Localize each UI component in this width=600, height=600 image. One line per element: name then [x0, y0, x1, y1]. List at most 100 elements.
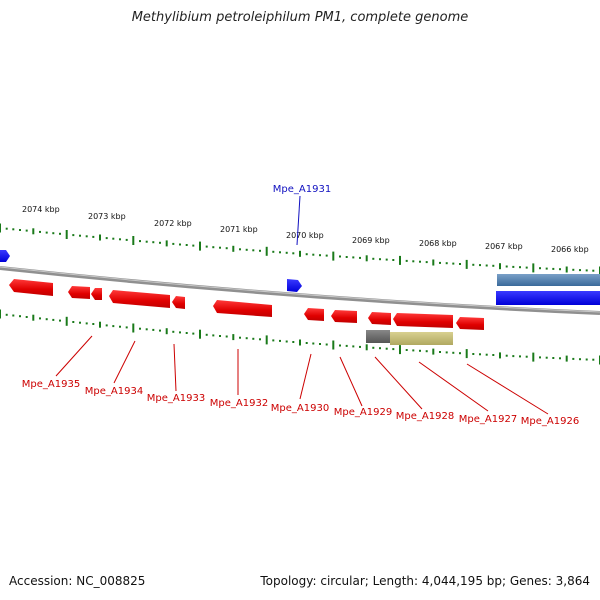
ruler-minor-tick	[352, 345, 355, 348]
gene-label-bottom[interactable]: Mpe_A1930	[271, 403, 329, 414]
ruler-minor-tick	[92, 235, 95, 238]
ruler-minor-tick	[452, 351, 455, 354]
ruler-minor-tick	[239, 336, 241, 339]
ruler-minor-tick	[485, 353, 488, 356]
ruler-minor-tick	[119, 238, 121, 241]
reverse-gene-mpe-a1928[interactable]	[368, 312, 391, 325]
ruler-minor-tick	[539, 356, 541, 359]
ruler-label: 2072 kbp	[154, 219, 192, 228]
reverse-gene[interactable]	[172, 296, 185, 309]
ruler-minor-tick	[279, 251, 281, 254]
ruler-minor-tick	[19, 315, 21, 318]
ruler-minor-tick	[339, 344, 341, 347]
accession-text: Accession: NC_008825	[9, 574, 146, 588]
ruler-minor-tick	[405, 349, 408, 351]
reverse-gene-mpe-a1934[interactable]	[68, 286, 90, 299]
gene-label-bottom[interactable]: Mpe_A1927	[459, 414, 517, 425]
genome-title: Methylibium petroleiphilum PM1, complete…	[131, 10, 469, 25]
ruler-minor-tick	[365, 344, 368, 351]
ruler-major-tick	[265, 335, 268, 345]
ruler-minor-tick	[5, 313, 8, 316]
gene-label-bottom[interactable]: Mpe_A1935	[22, 379, 80, 390]
gene-label-bottom[interactable]: Mpe_A1926	[521, 416, 579, 427]
ruler-minor-tick	[85, 235, 88, 238]
ruler-minor-tick	[485, 264, 488, 267]
ruler-label: 2067 kbp	[485, 242, 523, 251]
feature-block[interactable]	[390, 332, 453, 345]
gene-label-bottom[interactable]: Mpe_A1928	[396, 411, 454, 422]
ruler-minor-tick	[145, 240, 148, 243]
ruler-minor-tick	[125, 238, 128, 241]
ruler-minor-tick	[185, 244, 188, 246]
ruler-major-tick	[0, 309, 1, 319]
gene-label-bottom[interactable]: Mpe_A1932	[210, 398, 268, 409]
reverse-gene-mpe-a1932[interactable]	[213, 300, 272, 317]
ruler-minor-tick	[32, 314, 35, 321]
ruler-minor-tick	[565, 266, 568, 273]
reverse-gene-mpe-a1930[interactable]	[304, 308, 324, 321]
reverse-gene-mpe-a1926[interactable]	[456, 317, 484, 330]
ruler-minor-tick	[419, 349, 421, 352]
forward-gene-mpe-a1931[interactable]	[287, 279, 302, 292]
ruler-minor-tick	[72, 321, 75, 323]
forward-gene[interactable]	[496, 291, 600, 305]
ruler-minor-tick	[579, 358, 581, 361]
ruler-minor-tick	[92, 323, 95, 325]
ruler-minor-tick	[345, 344, 348, 347]
ruler-minor-tick	[139, 327, 141, 330]
reverse-gene-mpe-a1927[interactable]	[393, 313, 453, 328]
ruler-minor-tick	[279, 339, 281, 342]
reverse-gene-mpe-a1935[interactable]	[9, 279, 53, 296]
ruler-minor-tick	[512, 265, 515, 268]
ruler-minor-tick	[285, 251, 288, 254]
ruler-minor-tick	[385, 258, 388, 261]
reverse-gene-mpe-a1929[interactable]	[331, 310, 357, 323]
ruler-major-tick	[399, 345, 401, 355]
ruler-minor-tick	[152, 241, 155, 244]
ruler-minor-tick	[259, 338, 261, 341]
ruler-minor-tick	[139, 240, 141, 243]
ruler-track-top	[0, 223, 600, 276]
ruler-minor-tick	[545, 267, 548, 270]
gene-label-bottom[interactable]: Mpe_A1929	[334, 407, 392, 418]
ruler-minor-tick	[439, 261, 441, 264]
ruler-minor-tick	[352, 256, 355, 259]
ruler-minor-tick	[245, 337, 248, 340]
ruler-minor-tick	[312, 342, 315, 345]
genome-backbone	[0, 266, 600, 315]
feature-block[interactable]	[497, 274, 600, 286]
forward-gene[interactable]	[0, 250, 10, 262]
ruler-minor-tick	[505, 265, 508, 268]
ruler-minor-tick	[165, 328, 168, 335]
feature-block[interactable]	[366, 330, 390, 343]
ruler-minor-tick	[219, 246, 221, 249]
ruler-minor-tick	[412, 349, 415, 352]
ruler-label: 2073 kbp	[88, 212, 126, 221]
gene-label-top[interactable]: Mpe_A1931	[273, 184, 331, 195]
ruler-minor-tick	[585, 269, 588, 272]
ruler-minor-tick	[45, 318, 48, 321]
ruler-minor-tick	[552, 267, 555, 270]
reverse-gene[interactable]	[91, 288, 102, 300]
ruler-minor-tick	[72, 234, 75, 237]
ruler-minor-tick	[559, 268, 561, 271]
ruler-minor-tick	[392, 348, 395, 351]
reverse-gene-mpe-a1933[interactable]	[109, 290, 170, 308]
gene-label-bottom[interactable]: Mpe_A1933	[147, 393, 205, 404]
ruler-minor-tick	[519, 355, 521, 358]
ruler-minor-tick	[512, 355, 515, 358]
ruler-minor-tick	[5, 227, 8, 230]
ruler-track-bottom	[0, 309, 600, 365]
ruler-minor-tick	[32, 228, 35, 235]
ruler-minor-tick	[359, 256, 361, 259]
gene-label-bottom[interactable]: Mpe_A1934	[85, 386, 143, 397]
ruler-minor-tick	[192, 244, 195, 247]
ruler-minor-tick	[52, 318, 55, 321]
ruler-major-tick	[132, 323, 135, 333]
ruler-minor-tick	[579, 269, 581, 272]
ruler-minor-tick	[592, 358, 595, 361]
ruler-minor-tick	[85, 322, 88, 325]
ruler-minor-tick	[165, 240, 168, 247]
ruler-minor-tick	[59, 319, 61, 322]
